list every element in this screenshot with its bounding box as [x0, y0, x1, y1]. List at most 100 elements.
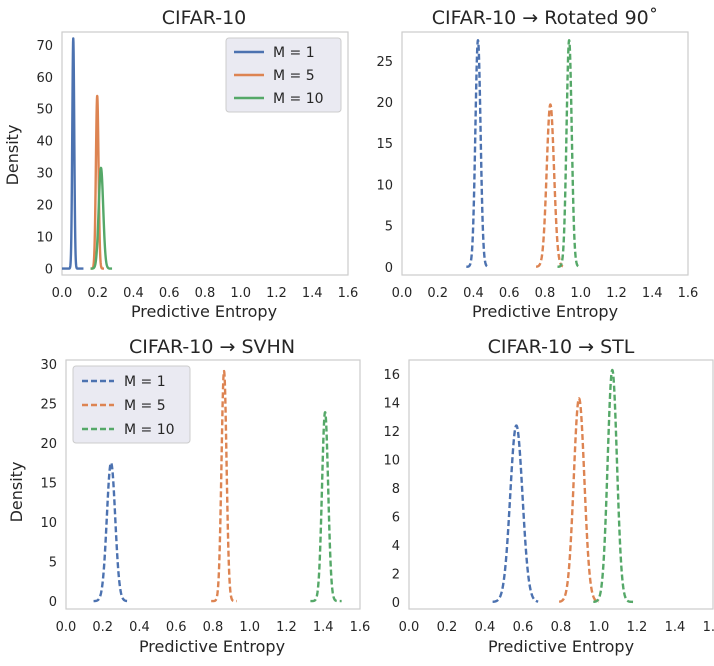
x-axis-label: Predictive Entropy [488, 637, 634, 656]
plot-frame [65, 359, 361, 610]
y-tick-label: 0 [385, 261, 393, 276]
y-tick-label: 25 [40, 397, 57, 412]
x-tick-label: 0.2 [92, 620, 113, 635]
panel-rotated90: CIFAR-10 → Rotated 90˚ Predictive Entrop… [376, 7, 698, 321]
y-tick-label: 15 [376, 137, 393, 152]
legend-label-m10: M = 10 [273, 91, 324, 107]
y-tick-label: 2 [392, 567, 400, 582]
y-tick-label: 50 [36, 103, 53, 118]
y-tick-label: 20 [36, 199, 53, 214]
x-tick-label: 0.0 [56, 620, 77, 635]
y-tick-label: 25 [376, 55, 393, 70]
y-tick-label: 20 [376, 96, 393, 111]
legend-label-m10: M = 10 [124, 422, 175, 438]
legend-box [72, 365, 191, 444]
series-line-m1 [92, 461, 130, 603]
x-tick-label: 0.2 [437, 620, 458, 635]
y-tick-label: 40 [36, 135, 53, 150]
legend-label-m1: M = 1 [273, 45, 315, 61]
x-tick-label: 0.2 [87, 286, 108, 301]
panel-svhn: CIFAR-10 → SVHN Predictive Entropy Densi… [7, 336, 370, 656]
plot-frame [61, 31, 349, 276]
y-tick-label: 4 [392, 539, 400, 554]
x-tick-label: 1.4 [302, 286, 323, 301]
x-tick-label: 1.6 [338, 286, 359, 301]
series-line-m1 [465, 39, 491, 268]
panel-title: CIFAR-10 → Rotated 90˚ [432, 7, 659, 29]
legend-label-m5: M = 5 [273, 68, 315, 84]
x-tick-label: 1.6 [678, 286, 699, 301]
series-line-m10 [309, 411, 343, 603]
legend: M = 1 M = 5 M = 10 [72, 365, 191, 444]
x-tick-label: 0.2 [427, 286, 448, 301]
y-tick-label: 60 [36, 71, 53, 86]
x-tick-label: 0.6 [159, 286, 180, 301]
x-tick-label: 1.4 [642, 286, 663, 301]
y-tick-label: 20 [40, 437, 57, 452]
x-tick-label: 1.2 [276, 620, 297, 635]
panel-cifar10: CIFAR-10 Predictive Entropy Density 0.0 0… [3, 7, 358, 321]
y-tick-label: 12 [383, 425, 400, 440]
y-tick-label: 10 [40, 516, 57, 531]
legend: M = 1 M = 5 M = 10 [225, 37, 342, 113]
series-line-m1 [491, 424, 540, 603]
x-tick-label: 1.6 [703, 620, 714, 635]
y-tick-label: 16 [383, 368, 400, 383]
x-tick-label: 0.4 [123, 286, 144, 301]
panel-title: CIFAR-10 → STL [488, 336, 635, 358]
y-tick-label: 30 [40, 358, 57, 373]
y-axis-label: Density [7, 462, 26, 523]
plot-frame [408, 359, 714, 610]
y-tick-label: 10 [383, 454, 400, 469]
panel-title: CIFAR-10 [162, 7, 247, 29]
x-tick-label: 0.8 [535, 286, 556, 301]
legend-label-m5: M = 5 [124, 398, 166, 414]
series-line-m10 [89, 166, 114, 270]
x-tick-label: 0.8 [195, 286, 216, 301]
x-tick-label: 0.8 [551, 620, 572, 635]
x-tick-label: 1.0 [570, 286, 591, 301]
series-line-m1 [60, 37, 85, 270]
x-axis-label: Predictive Entropy [139, 637, 285, 656]
x-tick-label: 1.0 [230, 286, 251, 301]
x-tick-label: 0.6 [166, 620, 187, 635]
series-line-m5 [210, 369, 238, 603]
y-tick-label: 0 [49, 595, 57, 610]
x-tick-label: 0.0 [399, 620, 420, 635]
x-axis-label: Predictive Entropy [472, 302, 618, 321]
series-line-m5 [558, 397, 600, 603]
x-tick-label: 1.2 [606, 286, 627, 301]
x-tick-label: 0.4 [463, 286, 484, 301]
y-tick-label: 14 [383, 397, 400, 412]
x-tick-label: 0.8 [203, 620, 224, 635]
y-tick-label: 10 [36, 231, 53, 246]
x-tick-label: 0.0 [392, 286, 413, 301]
plot-frame [401, 31, 689, 276]
x-axis-label: Predictive Entropy [131, 302, 277, 321]
x-tick-label: 1.2 [627, 620, 648, 635]
y-tick-label: 70 [36, 39, 53, 54]
x-tick-label: 1.6 [350, 620, 371, 635]
y-tick-label: 6 [392, 511, 400, 526]
x-tick-label: 1.2 [266, 286, 287, 301]
x-tick-label: 1.0 [589, 620, 610, 635]
x-tick-label: 1.4 [313, 620, 334, 635]
x-tick-label: 1.4 [665, 620, 686, 635]
y-tick-label: 10 [376, 178, 393, 193]
panel-title: CIFAR-10 → SVHN [129, 336, 295, 358]
x-tick-label: 1.0 [239, 620, 260, 635]
series-line-m5 [535, 103, 564, 268]
y-tick-label: 5 [49, 556, 57, 571]
y-tick-label: 8 [392, 482, 400, 497]
legend-box [225, 37, 342, 113]
y-axis-label: Density [3, 125, 22, 186]
x-tick-label: 0.6 [499, 286, 520, 301]
y-tick-label: 30 [36, 167, 53, 182]
x-tick-label: 0.6 [513, 620, 534, 635]
y-tick-label: 15 [40, 477, 57, 492]
series-line-m10 [592, 368, 635, 604]
panel-stl: CIFAR-10 → STL Predictive Entropy 0.0 0.2… [383, 336, 714, 656]
y-tick-label: 0 [392, 596, 400, 611]
y-tick-label: 0 [45, 263, 53, 278]
